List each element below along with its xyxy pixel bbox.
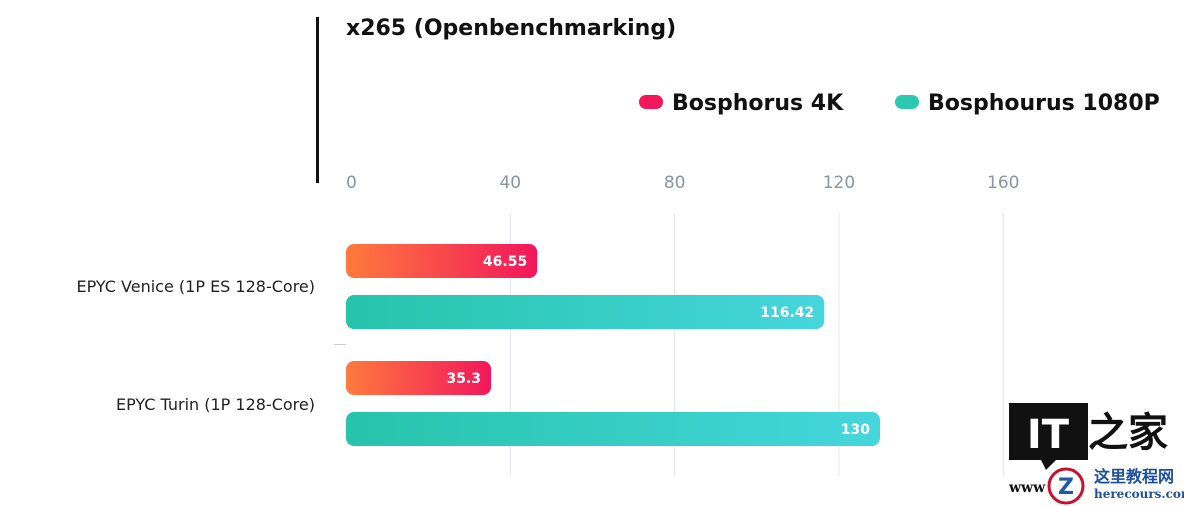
value-label-venice-4k: 46.55 xyxy=(483,254,527,270)
legend-label-bosphorus-4k: Bosphorus 4K xyxy=(672,91,844,116)
chart-title: x265 (Openbenchmarking) xyxy=(346,16,676,41)
bar-turin-1080p xyxy=(346,412,881,446)
watermark-logo-tail xyxy=(1040,458,1058,470)
category-separator xyxy=(334,344,346,345)
x-axis-ticks: 0 40 80 120 160 xyxy=(346,173,1020,193)
watermark: IT 之家 Z www 这里教程网 herecours.com xyxy=(1008,403,1184,505)
x-tick-label-120: 120 xyxy=(823,173,855,193)
x-tick-label-40: 40 xyxy=(499,173,521,193)
x-tick-label-160: 160 xyxy=(987,173,1019,193)
bar-venice-1080p xyxy=(346,295,825,329)
x-tick-label-80: 80 xyxy=(664,173,686,193)
watermark-logo-block xyxy=(1009,403,1088,460)
value-label-turin-1080p: 130 xyxy=(841,422,870,438)
watermark-round-logo-icon xyxy=(1047,467,1085,505)
watermark-logo-text: 之家 xyxy=(1088,409,1168,456)
bars: 46.55 116.42 35.3 130 xyxy=(346,244,881,446)
value-label-venice-1080p: 116.42 xyxy=(760,305,814,321)
title-accent-rule xyxy=(316,17,319,183)
watermark-prefix: www xyxy=(1008,480,1046,496)
watermark-round-logo-letter: Z xyxy=(1058,475,1074,500)
watermark-logo-it: IT xyxy=(1027,412,1070,458)
legend-swatch-bosphourus-1080p xyxy=(895,95,919,109)
category-label-epyc-venice: EPYC Venice (1P ES 128-Core) xyxy=(76,277,315,296)
bar-turin-4k xyxy=(346,361,492,395)
x-tick-label-0: 0 xyxy=(346,173,357,193)
legend-swatch-bosphorus-4k xyxy=(639,95,663,109)
value-label-turin-4k: 35.3 xyxy=(446,371,481,387)
watermark-site-en: herecours.com xyxy=(1094,487,1184,501)
bar-venice-4k xyxy=(346,244,538,278)
legend-label-bosphourus-1080p: Bosphourus 1080P xyxy=(928,91,1160,116)
watermark-site-cn: 这里教程网 xyxy=(1094,467,1174,486)
category-label-epyc-turin: EPYC Turin (1P 128-Core) xyxy=(116,395,315,414)
legend: Bosphorus 4K Bosphourus 1080P xyxy=(639,91,1160,116)
